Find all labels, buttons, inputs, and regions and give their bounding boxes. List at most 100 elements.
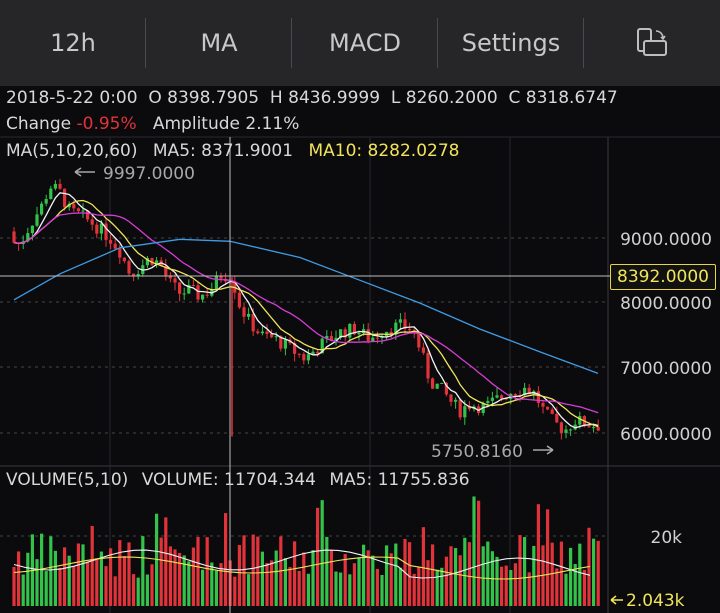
candle-body [30,225,34,234]
amplitude-label: Amplitude [152,114,240,134]
volume-bar [523,537,527,606]
tab-settings-label: Settings [461,29,561,57]
candle-body [86,210,90,220]
candle-body [182,293,186,295]
volume-bar [109,548,113,606]
volume-bar [486,541,490,606]
candle-body [274,336,278,338]
volume-bar [168,546,172,606]
candle-body [302,354,306,361]
candle-body [504,398,508,400]
candle-body [325,335,329,339]
price-candles [12,178,600,440]
candle-body [426,352,430,379]
volume-bar [385,545,389,606]
candle-body [270,333,274,338]
low-marker: 5750.8160 [431,442,523,462]
candle-body [40,203,44,215]
volume-bar [394,543,398,606]
candle-body [99,223,103,234]
candle-body [132,273,136,277]
candle-body [122,257,126,262]
candle-body [293,343,297,354]
close-label: C [508,88,521,108]
candle-body [339,329,343,338]
volume-bar [550,542,554,606]
candle-body [398,319,402,323]
volume-bar [132,574,136,606]
candle-body [164,265,168,276]
candle-body [454,399,458,402]
candle-body [467,406,471,410]
candle-body [95,224,99,234]
screen-rotate-button[interactable] [584,0,720,86]
high-value: 8436.9999 [288,88,381,108]
volume-bar [546,509,550,606]
volume-bar [150,564,154,606]
ma5-line [13,192,599,429]
candle-body [145,258,149,266]
tab-ma[interactable]: MA [146,0,292,86]
candle-body [541,402,545,407]
tab-12h[interactable]: 12h [0,0,146,86]
volume-bar [408,542,412,606]
volume-bar [596,540,600,606]
candle-body [357,332,361,335]
candle-body [490,397,494,401]
volume-bar [173,549,177,606]
candle-body [596,427,600,431]
volume-bar [122,556,126,606]
candle-body [375,337,379,339]
candle-body [431,378,435,389]
volume-bar [449,546,453,606]
close-value: 8318.6747 [525,88,618,108]
marker-arrows [74,167,623,605]
volume-bar [260,551,264,606]
volume-bar [440,567,444,606]
ma5-value: MA5: 8371.9001 [152,141,294,161]
candle-body [513,393,517,395]
volume-current: 2.043k [626,591,685,611]
candle-body [76,208,80,212]
volume-bar [477,500,481,606]
candle-body [564,429,568,433]
volume-bar [210,562,214,606]
low-arrow [533,445,554,455]
candle-body [113,243,117,249]
volume-bar [182,555,186,606]
volume-bar [288,567,292,606]
volume-value: VOLUME: 11704.344 [141,470,316,490]
candle-body [352,323,356,335]
volume-bar [362,544,366,606]
volume-bar [86,561,90,606]
candle-body [279,336,283,349]
amplitude-value: 2.11% [245,114,300,134]
ma-legend: MA(5,10,20,60) MA5: 8371.9001 MA10: 8282… [6,141,459,161]
volume-bar [343,554,347,606]
volume-bar [256,536,260,606]
volume-bar [214,570,218,606]
volume-bar [178,553,182,606]
volume-ma5-value: MA5: 11755.836 [329,470,470,490]
volume-bar [348,574,352,606]
tab-macd[interactable]: MACD [292,0,438,86]
candle-body [573,424,577,430]
volume-bar [412,573,416,606]
crosshair-price: 8392.0000 [617,267,709,287]
volume-bar [49,536,53,606]
candle-body [26,233,30,242]
volume-bar [371,555,375,606]
volume-legend-title: VOLUME(5,10) [6,470,129,490]
volume-bar [316,507,320,606]
candle-body [366,329,370,342]
candle-body [458,399,462,418]
volume-bar [297,570,301,606]
volume-bar [458,555,462,606]
tab-settings[interactable]: Settings [438,0,584,86]
volume-bar [472,496,476,606]
volume-bar [283,558,287,606]
change-value: -0.95% [76,114,137,134]
volume-bar [233,576,237,606]
high-label: H [269,88,283,108]
